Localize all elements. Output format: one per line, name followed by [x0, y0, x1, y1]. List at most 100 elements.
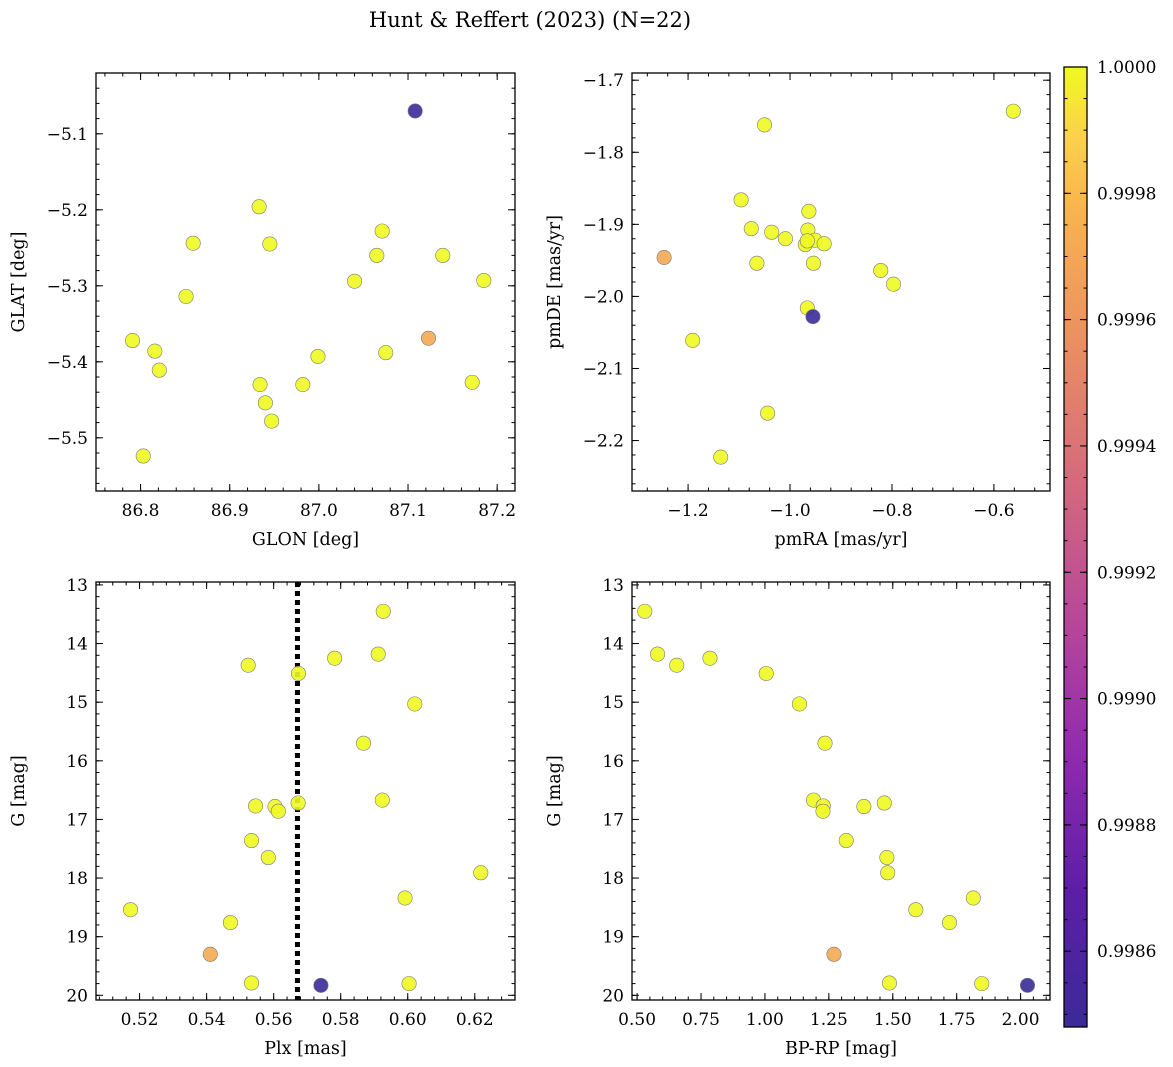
x-tick-label: 87.2	[478, 501, 516, 521]
data-point	[407, 103, 423, 119]
data-point	[185, 235, 201, 251]
x-tick-label: 0.62	[456, 1010, 494, 1030]
data-point	[974, 976, 990, 992]
data-point	[965, 890, 981, 906]
y-axis-label: GLAT [deg]	[9, 232, 29, 333]
data-point	[760, 405, 776, 421]
data-point	[244, 975, 260, 991]
y-tick-label: −1.8	[583, 143, 624, 163]
x-axis-label: pmRA [mas/yr]	[775, 530, 908, 550]
data-point	[347, 273, 363, 289]
data-point	[880, 865, 896, 881]
data-point	[464, 374, 480, 390]
plot-area	[656, 103, 1021, 465]
x-tick-label: −0.6	[973, 501, 1014, 521]
data-point	[749, 255, 765, 271]
data-point	[856, 799, 872, 815]
data-point	[799, 233, 815, 249]
data-point	[374, 792, 390, 808]
data-point	[295, 377, 311, 393]
x-axis-label: GLON [deg]	[252, 530, 359, 550]
data-point	[942, 915, 958, 931]
y-tick-label: 13	[602, 576, 624, 596]
data-point	[757, 117, 773, 133]
data-point	[1020, 977, 1036, 993]
x-tick-label: 1.75	[938, 1010, 976, 1030]
plot-area	[123, 582, 489, 1000]
y-axis-label: G [mag]	[545, 755, 565, 826]
data-point	[713, 449, 729, 465]
data-point	[222, 915, 238, 931]
data-point	[370, 646, 386, 662]
data-point	[378, 345, 394, 361]
plot-area	[125, 103, 492, 464]
panel-sky: 86.8 86.9 87.0 87.1 87.2 −5.1 −5.2 −5.3 −5.4 −5.5…	[9, 72, 516, 550]
data-point	[264, 413, 280, 429]
panel-pm: −1.2 −1.0 −0.8 −0.6 −1.7 −1.8 −1.9 −2.0 −2.1 −2.2…	[545, 71, 1051, 550]
data-point	[656, 249, 672, 265]
data-point	[374, 223, 390, 239]
data-point	[240, 657, 256, 673]
data-point	[178, 288, 194, 304]
data-point	[407, 696, 423, 712]
data-point	[764, 224, 780, 240]
colorbar-tick-label: 0.9994	[1097, 437, 1156, 457]
y-tick-label: −2.1	[583, 359, 624, 379]
x-tick-label: 87.1	[389, 501, 427, 521]
y-axis-label: pmDE [mas/yr]	[545, 215, 565, 349]
data-point	[758, 665, 774, 681]
y-tick-label: −5.1	[47, 125, 88, 145]
data-point	[369, 247, 385, 263]
y-tick-label: 14	[602, 635, 624, 655]
data-point	[702, 650, 718, 666]
data-point	[881, 975, 897, 991]
data-point	[669, 657, 685, 673]
data-point	[244, 833, 260, 849]
data-point	[637, 603, 653, 619]
data-point	[805, 309, 821, 325]
data-point	[123, 902, 139, 918]
x-tick-label: 1.50	[874, 1010, 912, 1030]
data-point	[397, 890, 413, 906]
colorbar-tick-label: 0.9988	[1097, 816, 1156, 836]
data-point	[838, 833, 854, 849]
data-point	[257, 395, 273, 411]
plot-frame	[95, 72, 516, 492]
colorbar-tick-label: 1.0000	[1097, 58, 1156, 78]
data-point	[262, 236, 278, 252]
y-tick-label: −2.2	[583, 432, 624, 452]
colorbar-tick-label: 0.9992	[1097, 563, 1156, 583]
data-point	[743, 221, 759, 237]
x-tick-label: 0.56	[255, 1010, 293, 1030]
y-tick-label: 13	[66, 576, 88, 596]
plot-area	[637, 603, 1036, 993]
x-tick-label: 1.25	[810, 1010, 848, 1030]
data-point	[252, 377, 268, 393]
x-tick-label: 0.50	[618, 1010, 656, 1030]
y-tick-label: 17	[602, 810, 624, 830]
x-tick-label: 0.75	[682, 1010, 720, 1030]
colorbar-tick-label: 0.9996	[1097, 311, 1156, 331]
data-point	[815, 803, 831, 819]
panel-cmd: 0.50 0.75 1.00 1.25 1.50 1.75 2.00 13 14 15 16 17 18…	[545, 576, 1051, 1059]
colorbar: 0.9986 0.9988 0.9990 0.9992 0.9994 0.9996 0.99…	[1063, 58, 1156, 1028]
colorbar-frame	[1063, 66, 1088, 1028]
data-point	[777, 231, 793, 247]
x-tick-label: −0.8	[871, 501, 912, 521]
x-tick-label: 1.00	[746, 1010, 784, 1030]
data-point	[327, 650, 343, 666]
y-tick-label: 18	[602, 869, 624, 889]
data-point	[1005, 103, 1021, 119]
data-point	[290, 665, 306, 681]
data-point	[876, 795, 892, 811]
y-tick-label: −2.0	[583, 287, 624, 307]
data-point	[435, 247, 451, 263]
y-tick-label: −1.7	[583, 71, 624, 91]
data-point	[313, 977, 329, 993]
data-point	[151, 362, 167, 378]
x-tick-label: 2.00	[1002, 1010, 1040, 1030]
y-tick-label: 15	[66, 693, 88, 713]
x-tick-label: −1.0	[769, 501, 810, 521]
colorbar-tick-label: 0.9986	[1097, 942, 1156, 962]
y-tick-label: −5.2	[47, 201, 88, 221]
